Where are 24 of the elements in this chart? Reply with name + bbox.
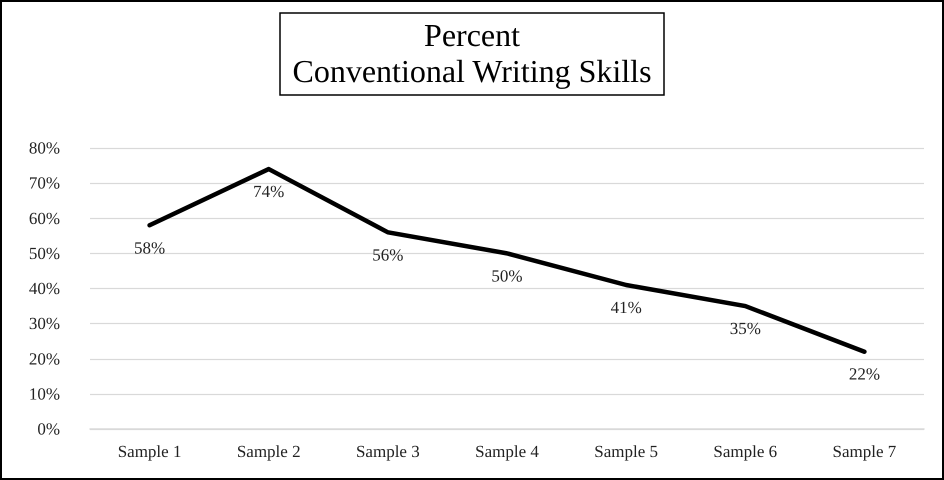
y-tick-label: 0% [37,420,60,438]
data-label: 74% [253,182,284,202]
x-tick-label: Sample 6 [713,442,778,461]
y-tick-label: 30% [28,314,60,334]
y-tick-label: 80% [28,138,60,158]
x-tick-label: Sample 2 [236,442,301,461]
x-tick-label: Sample 5 [594,442,658,461]
x-tick-label: Sample 1 [118,442,182,461]
y-tick-label: 10% [28,384,60,404]
data-label: 58% [134,238,166,258]
data-label: 56% [372,245,404,264]
data-label: 41% [610,298,642,317]
chart-title: Percent Conventional Writing Skills [292,17,652,89]
y-tick-label: 20% [28,349,60,368]
y-tick-label: 60% [28,208,60,228]
y-tick-label: 70% [28,174,60,193]
data-label: 22% [848,364,880,384]
y-tick-label: 50% [28,244,60,263]
data-label: 50% [491,266,523,286]
x-tick-label: Sample 7 [832,442,897,461]
x-tick-label: Sample 4 [475,442,540,461]
x-tick-label: Sample 3 [356,442,420,461]
y-tick-label: 40% [28,279,60,298]
data-label: 35% [730,319,761,338]
